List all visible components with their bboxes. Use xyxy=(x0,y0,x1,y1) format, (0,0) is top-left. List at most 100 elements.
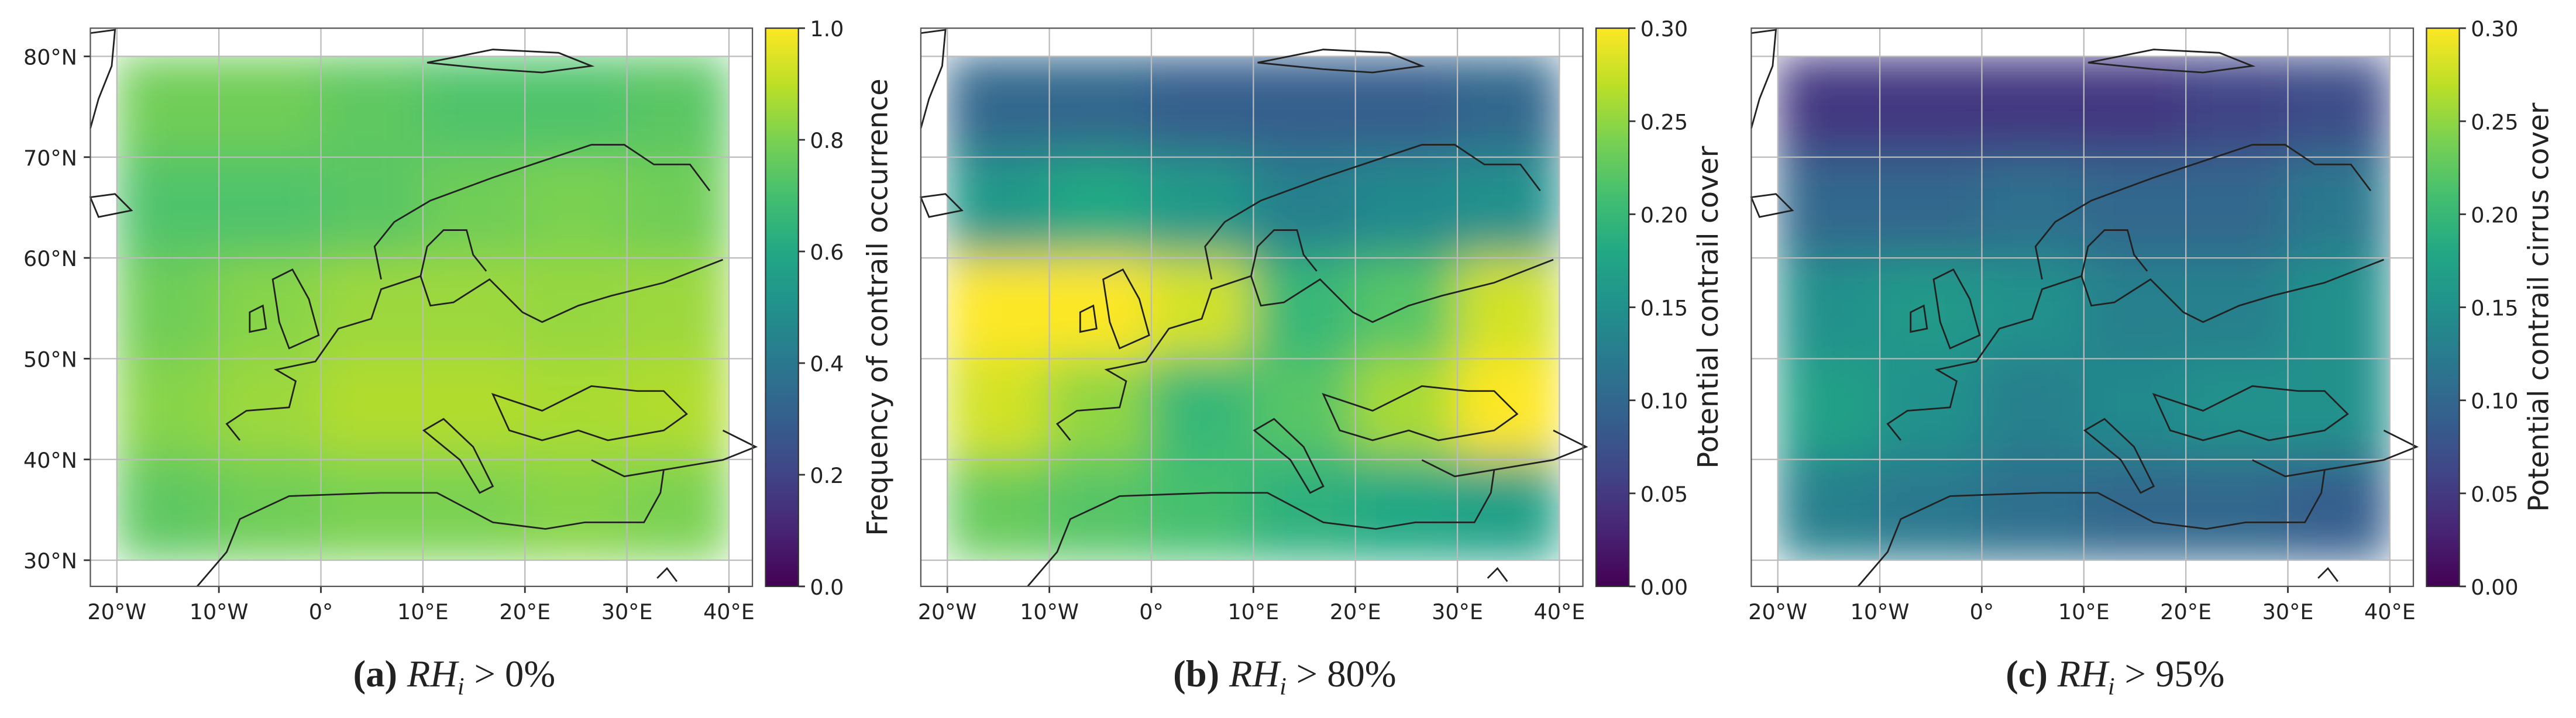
heatmap-cell xyxy=(947,357,1051,461)
heatmap-cell xyxy=(1353,357,1459,461)
caption: (a) RHi > 0% xyxy=(353,653,555,700)
caption: (b) RHi > 80% xyxy=(1173,653,1396,700)
heatmap-cells xyxy=(947,56,1560,561)
map-frame xyxy=(920,27,1584,588)
heatmap-cell xyxy=(523,155,629,260)
colorbar-tick-label: 0.30 xyxy=(2471,16,2518,42)
heatmap-cell xyxy=(947,56,1051,159)
heatmap-cell xyxy=(1251,56,1357,159)
colorbar-tick-label: 0.25 xyxy=(1640,109,1688,134)
heatmap-cell xyxy=(319,56,425,159)
heatmap-cell xyxy=(947,256,1051,361)
caption-subscript: i xyxy=(2108,673,2115,700)
heatmap-cell xyxy=(2082,256,2188,361)
heatmap-cell xyxy=(1456,256,1560,361)
heatmap xyxy=(947,56,1560,561)
heatmap-cell xyxy=(1777,56,1882,159)
x-tick-label: 10°W xyxy=(1851,599,1910,624)
heatmap-cell xyxy=(1878,56,1984,159)
heatmap-cell xyxy=(319,457,425,561)
colorbar-tick-label: 0.15 xyxy=(1640,296,1688,321)
heatmap-cell xyxy=(1047,256,1153,361)
colorbar-tick-label: 0.2 xyxy=(810,463,844,488)
colorbar xyxy=(765,27,799,588)
x-tick-label: 30°E xyxy=(2262,599,2314,624)
heatmap-cell xyxy=(1980,56,2086,159)
heatmap-cell xyxy=(1777,357,1882,461)
x-tick-label: 30°E xyxy=(1432,599,1483,624)
x-tick-label: 0° xyxy=(1970,599,1994,624)
x-tick-label: 10°W xyxy=(1020,599,1079,624)
x-tick-label: 20°E xyxy=(2160,599,2212,624)
heatmap-cell xyxy=(116,357,221,461)
colorbar xyxy=(1595,27,1630,588)
heatmap-cell xyxy=(1777,256,1882,361)
colorbar-tick-label: 0.20 xyxy=(2471,202,2518,227)
x-tick-label: 10°E xyxy=(397,599,449,624)
heatmap-cell xyxy=(1353,56,1459,159)
colorbar-tick-label: 0.00 xyxy=(1640,575,1688,600)
x-tick-label: 20°W xyxy=(1748,599,1807,624)
heatmap-cells xyxy=(1777,56,2390,561)
heatmap-cell xyxy=(421,256,527,361)
heatmap-cell xyxy=(1251,357,1357,461)
colorbar-tick-label: 0.10 xyxy=(1640,389,1688,414)
heatmap-cell xyxy=(1456,457,1560,561)
y-tick-label: 70°N xyxy=(23,146,77,171)
heatmap-cell xyxy=(1878,457,1984,561)
heatmap-cell xyxy=(2082,357,2188,461)
x-tick-label: 0° xyxy=(1139,599,1163,624)
heatmap-cell xyxy=(319,357,425,461)
panel: 20°W 10°W 0° 10°E 20°E 30°E 40°E 0.00 0.05 0.10 0.… xyxy=(1748,16,2555,700)
y-tick-label: 50°N xyxy=(23,347,77,372)
caption-condition: > 80% xyxy=(1296,653,1397,695)
heatmap-cell xyxy=(523,56,629,159)
x-tick-label: 30°E xyxy=(601,599,653,624)
heatmap-cells xyxy=(116,56,729,561)
heatmap-cell xyxy=(947,155,1051,260)
colorbar-label: Frequency of contrail occurrence xyxy=(862,78,894,536)
caption-subscript: i xyxy=(458,673,465,700)
heatmap-cell xyxy=(1878,155,1984,260)
caption-variable: RH xyxy=(407,653,459,695)
caption-label: (b) xyxy=(1173,653,1219,695)
caption-label: (a) xyxy=(353,653,397,695)
x-tick-label: 10°W xyxy=(190,599,249,624)
heatmap-cell xyxy=(421,357,527,461)
heatmap-cell xyxy=(1456,155,1560,260)
heatmap-cell xyxy=(2286,357,2390,461)
heatmap-cell xyxy=(1150,457,1256,561)
caption-subscript: i xyxy=(1280,673,1287,700)
heatmap-cell xyxy=(116,256,221,361)
heatmap-cell xyxy=(2286,457,2390,561)
heatmap-cell xyxy=(2184,155,2290,260)
y-tick-label: 40°N xyxy=(23,448,77,473)
panel: 20°W 10°W 0° 10°E 20°E 30°E 40°E 30°N 40°N 50°N 60… xyxy=(23,16,894,700)
caption-label: (c) xyxy=(2006,653,2048,695)
heatmap-cell xyxy=(217,457,323,561)
x-tick-label: 40°E xyxy=(1534,599,1586,624)
heatmap-cell xyxy=(1456,357,1560,461)
heatmap-cell xyxy=(2184,56,2290,159)
x-tick-label: 0° xyxy=(309,599,333,624)
map-frame xyxy=(90,27,754,588)
colorbar-tick-label: 0.25 xyxy=(2471,109,2518,134)
heatmap-cell xyxy=(625,56,729,159)
heatmap-cell xyxy=(2184,457,2290,561)
heatmap-cell xyxy=(1777,155,1882,260)
heatmap-cell xyxy=(523,256,629,361)
heatmap-cell xyxy=(1878,256,1984,361)
panel: 20°W 10°W 0° 10°E 20°E 30°E 40°E 0.00 0.05 0.10 0.… xyxy=(918,16,1725,700)
heatmap-cell xyxy=(625,256,729,361)
y-tick-label: 30°N xyxy=(23,548,77,574)
colorbar-tick-label: 0.0 xyxy=(810,575,844,600)
heatmap xyxy=(116,56,729,561)
x-tick-label: 10°E xyxy=(1227,599,1279,624)
colorbar-tick-label: 0.20 xyxy=(1640,202,1688,227)
colorbar-tick-label: 0.15 xyxy=(2471,296,2518,321)
x-tick-label: 40°E xyxy=(703,599,755,624)
heatmap-cell xyxy=(217,256,323,361)
colorbar-tick-label: 0.30 xyxy=(1640,16,1688,42)
heatmap-cell xyxy=(1980,155,2086,260)
heatmap-cell xyxy=(523,357,629,461)
